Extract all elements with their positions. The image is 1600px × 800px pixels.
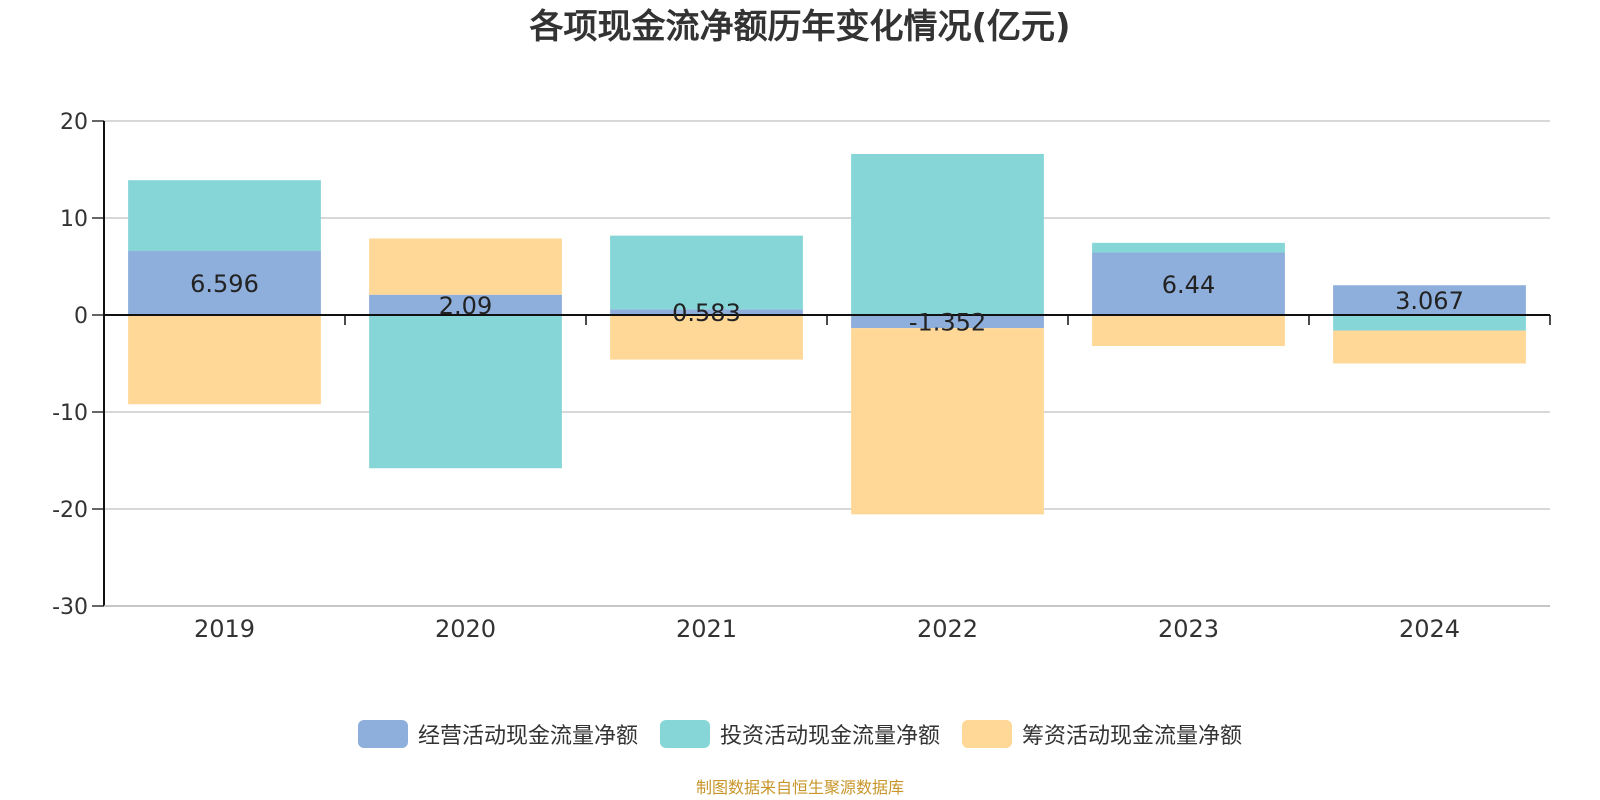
data-label-2021: 0.583 [672,299,741,327]
x-tick-label: 2019 [194,615,255,643]
data-label-2022: -1.352 [909,309,986,337]
x-tick-label: 2023 [1158,615,1219,643]
legend-swatch-operating [357,720,408,748]
legend-label-financing: 筹资活动现金流量净额 [1022,724,1243,749]
bar-series3-2022[interactable] [851,328,1044,515]
y-tick-label: 0 [74,304,88,329]
y-tick-label: 20 [60,110,88,135]
bar-series2-2021[interactable] [610,235,803,310]
data-labels: 6.596 2.09 0.583 -1.352 6.44 3.067 [190,270,1464,337]
legend-item-operating[interactable]: 经营活动现金流量净额 [357,718,638,750]
bar-series2-2019[interactable] [128,180,321,252]
bar-series2-2022[interactable] [851,153,1044,315]
bar-series3-2024[interactable] [1333,330,1526,364]
x-tick-label: 2024 [1399,615,1460,643]
bar-series3-2020[interactable] [369,238,562,295]
legend-label-investing: 投资活动现金流量净额 [719,724,940,749]
legend-item-financing[interactable]: 筹资活动现金流量净额 [962,718,1242,750]
bar-series2-2020[interactable] [369,315,562,469]
bar-series1-2021[interactable] [610,309,803,315]
data-label-2020: 2.09 [439,292,492,320]
bar-series1-2019[interactable] [128,251,321,315]
legend-swatch-investing [659,720,710,748]
bar-series3-2021[interactable] [610,315,803,360]
y-tick-label: -20 [52,498,88,523]
legend-swatch-financing [962,720,1012,748]
axes: 20 10 0 -10 -20 -30 2019 2020 2021 2022 2023 2024 [52,110,1551,643]
data-label-2023: 6.44 [1162,271,1215,299]
x-tick-label: 2021 [676,615,737,643]
data-label-2019: 6.596 [190,270,259,298]
source-note: 制图数据来自恒生聚源数据库 [695,778,904,797]
bar-series1-2024[interactable] [1333,285,1526,315]
data-label-2024: 3.067 [1395,287,1464,315]
y-tick-label: -30 [52,595,88,620]
gridlines [104,120,1550,607]
bar-series1-2022[interactable] [851,315,1044,329]
bar-series1-2023[interactable] [1092,252,1285,315]
bar-series1-2020[interactable] [369,294,562,315]
x-tick-label: 2022 [917,615,978,643]
bar-series2-2023[interactable] [1092,242,1285,253]
bars [128,153,1526,515]
legend-item-investing[interactable]: 投资活动现金流量净额 [659,718,940,750]
bar-series3-2019[interactable] [128,315,321,405]
bar-series3-2023[interactable] [1092,315,1285,347]
y-tick-label: 10 [60,207,88,232]
y-tick-label: -10 [52,401,88,426]
legend: 经营活动现金流量净额 投资活动现金流量净额 筹资活动现金流量净额 [0,718,1600,750]
bar-series2-2024[interactable] [1333,315,1526,331]
chart-title: 各项现金流净额历年变化情况(亿元) [529,7,1071,47]
x-tick-label: 2020 [435,615,496,643]
legend-label-operating: 经营活动现金流量净额 [417,724,638,749]
